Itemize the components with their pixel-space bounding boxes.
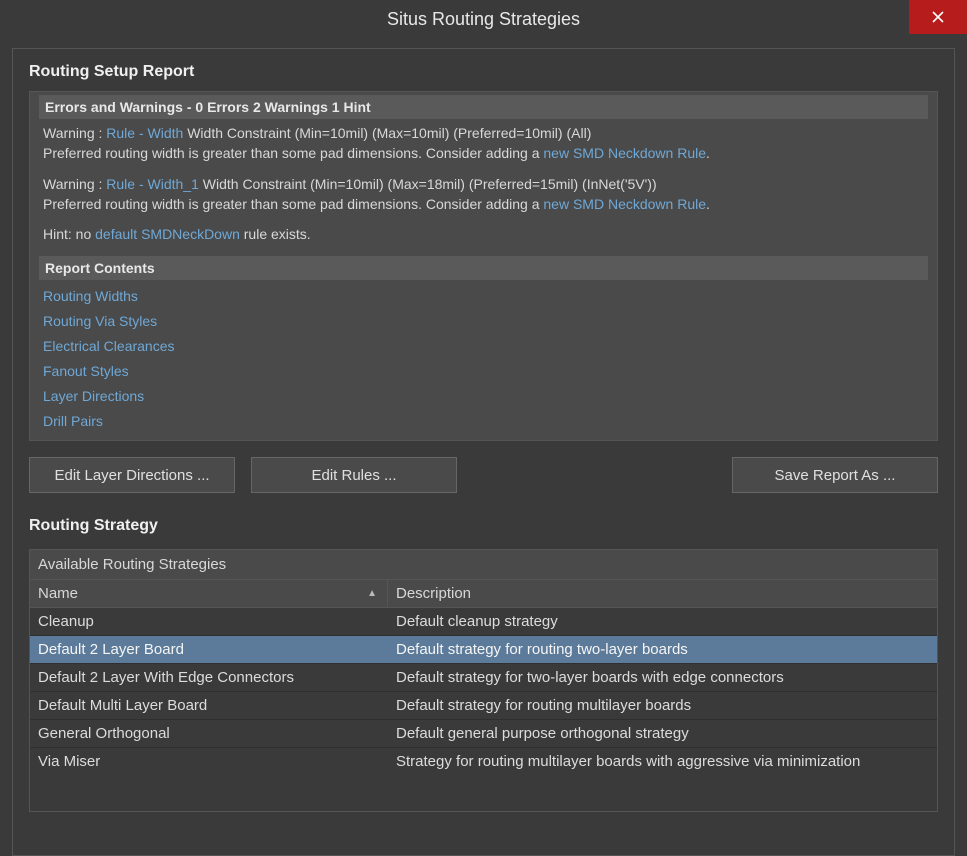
report-contents-header: Report Contents [39,256,928,280]
column-header-description[interactable]: Description [388,580,937,607]
table-row[interactable]: Default Multi Layer BoardDefault strateg… [30,691,937,719]
save-report-as-button[interactable]: Save Report As ... [732,457,938,493]
grid-body: CleanupDefault cleanup strategyDefault 2… [30,608,937,775]
report-contents-list: Routing WidthsRouting Via StylesElectric… [39,284,928,437]
warning-constraint-text: Width Constraint (Min=10mil) (Max=18mil)… [199,176,657,192]
close-button[interactable] [909,0,967,34]
report-button-row: Edit Layer Directions ... Edit Rules ...… [29,457,938,493]
warnings-list: Warning : Rule - Width Width Constraint … [39,123,928,214]
cell-name: Cleanup [30,608,388,635]
column-header-description-label: Description [396,585,471,602]
cell-description: Default strategy for two-layer boards wi… [388,664,937,691]
edit-layer-directions-button[interactable]: Edit Layer Directions ... [29,457,235,493]
grid-filler [30,775,937,811]
cell-description: Default general purpose orthogonal strat… [388,720,937,747]
hint-pre: Hint: no [43,226,95,242]
cell-name: Default 2 Layer Board [30,636,388,663]
cell-name: Default 2 Layer With Edge Connectors [30,664,388,691]
cell-name: Default Multi Layer Board [30,692,388,719]
warning-detail-pre: Preferred routing width is greater than … [43,145,543,161]
close-icon [932,11,944,23]
table-row[interactable]: Via MiserStrategy for routing multilayer… [30,747,937,775]
report-section-title: Routing Setup Report [29,63,938,81]
window-title: Situs Routing Strategies [387,9,580,30]
cell-description: Default strategy for routing multilayer … [388,692,937,719]
cell-name: General Orthogonal [30,720,388,747]
warning-constraint-text: Width Constraint (Min=10mil) (Max=10mil)… [183,125,591,141]
hint-link[interactable]: default SMDNeckDown [95,226,240,242]
cell-name: Via Miser [30,748,388,775]
main-panel: Routing Setup Report Errors and Warnings… [12,48,955,856]
grid-header: Name ▲ Description [30,580,937,608]
warning-rule-link[interactable]: Rule - Width [106,125,183,141]
table-row[interactable]: CleanupDefault cleanup strategy [30,608,937,635]
report-contents-link[interactable]: Layer Directions [39,384,928,409]
titlebar: Situs Routing Strategies [0,0,967,38]
warning-detail-line: Preferred routing width is greater than … [39,194,928,214]
warning-prefix: Warning : [43,176,106,192]
cell-description: Strategy for routing multilayer boards w… [388,748,937,775]
warning-rule-link[interactable]: Rule - Width_1 [106,176,199,192]
warning-detail-link[interactable]: new SMD Neckdown Rule [543,196,706,212]
warning-line: Warning : Rule - Width Width Constraint … [39,123,928,143]
warning-detail-post: . [706,196,710,212]
cell-description: Default strategy for routing two-layer b… [388,636,937,663]
warning-prefix: Warning : [43,125,106,141]
table-row[interactable]: General OrthogonalDefault general purpos… [30,719,937,747]
grid-caption: Available Routing Strategies [30,550,937,580]
sort-ascending-icon: ▲ [367,588,377,599]
strategies-grid: Available Routing Strategies Name ▲ Desc… [29,549,938,812]
errors-warnings-header: Errors and Warnings - 0 Errors 2 Warning… [39,95,928,119]
strategy-section-title: Routing Strategy [29,517,938,535]
hint-line: Hint: no default SMDNeckDown rule exists… [39,224,928,244]
cell-description: Default cleanup strategy [388,608,937,635]
report-contents-link[interactable]: Routing Via Styles [39,309,928,334]
report-scroll-area[interactable]: Errors and Warnings - 0 Errors 2 Warning… [33,95,934,437]
edit-rules-button[interactable]: Edit Rules ... [251,457,457,493]
report-contents-link[interactable]: Fanout Styles [39,359,928,384]
report-contents-link[interactable]: Electrical Clearances [39,334,928,359]
warning-detail-post: . [706,145,710,161]
column-header-name-label: Name [38,585,78,602]
warning-line: Warning : Rule - Width_1 Width Constrain… [39,174,928,194]
table-row[interactable]: Default 2 Layer With Edge ConnectorsDefa… [30,663,937,691]
report-contents-link[interactable]: Routing Widths [39,284,928,309]
table-row[interactable]: Default 2 Layer BoardDefault strategy fo… [30,635,937,663]
hint-post: rule exists. [240,226,311,242]
column-header-name[interactable]: Name ▲ [30,580,388,607]
dialog-window: Situs Routing Strategies Routing Setup R… [0,0,967,856]
report-contents-link[interactable]: Drill Pairs [39,409,928,434]
warning-detail-line: Preferred routing width is greater than … [39,143,928,163]
report-box: Errors and Warnings - 0 Errors 2 Warning… [29,91,938,441]
warning-detail-link[interactable]: new SMD Neckdown Rule [543,145,706,161]
warning-detail-pre: Preferred routing width is greater than … [43,196,543,212]
report-contents-link[interactable]: Net Topologies [39,434,928,437]
